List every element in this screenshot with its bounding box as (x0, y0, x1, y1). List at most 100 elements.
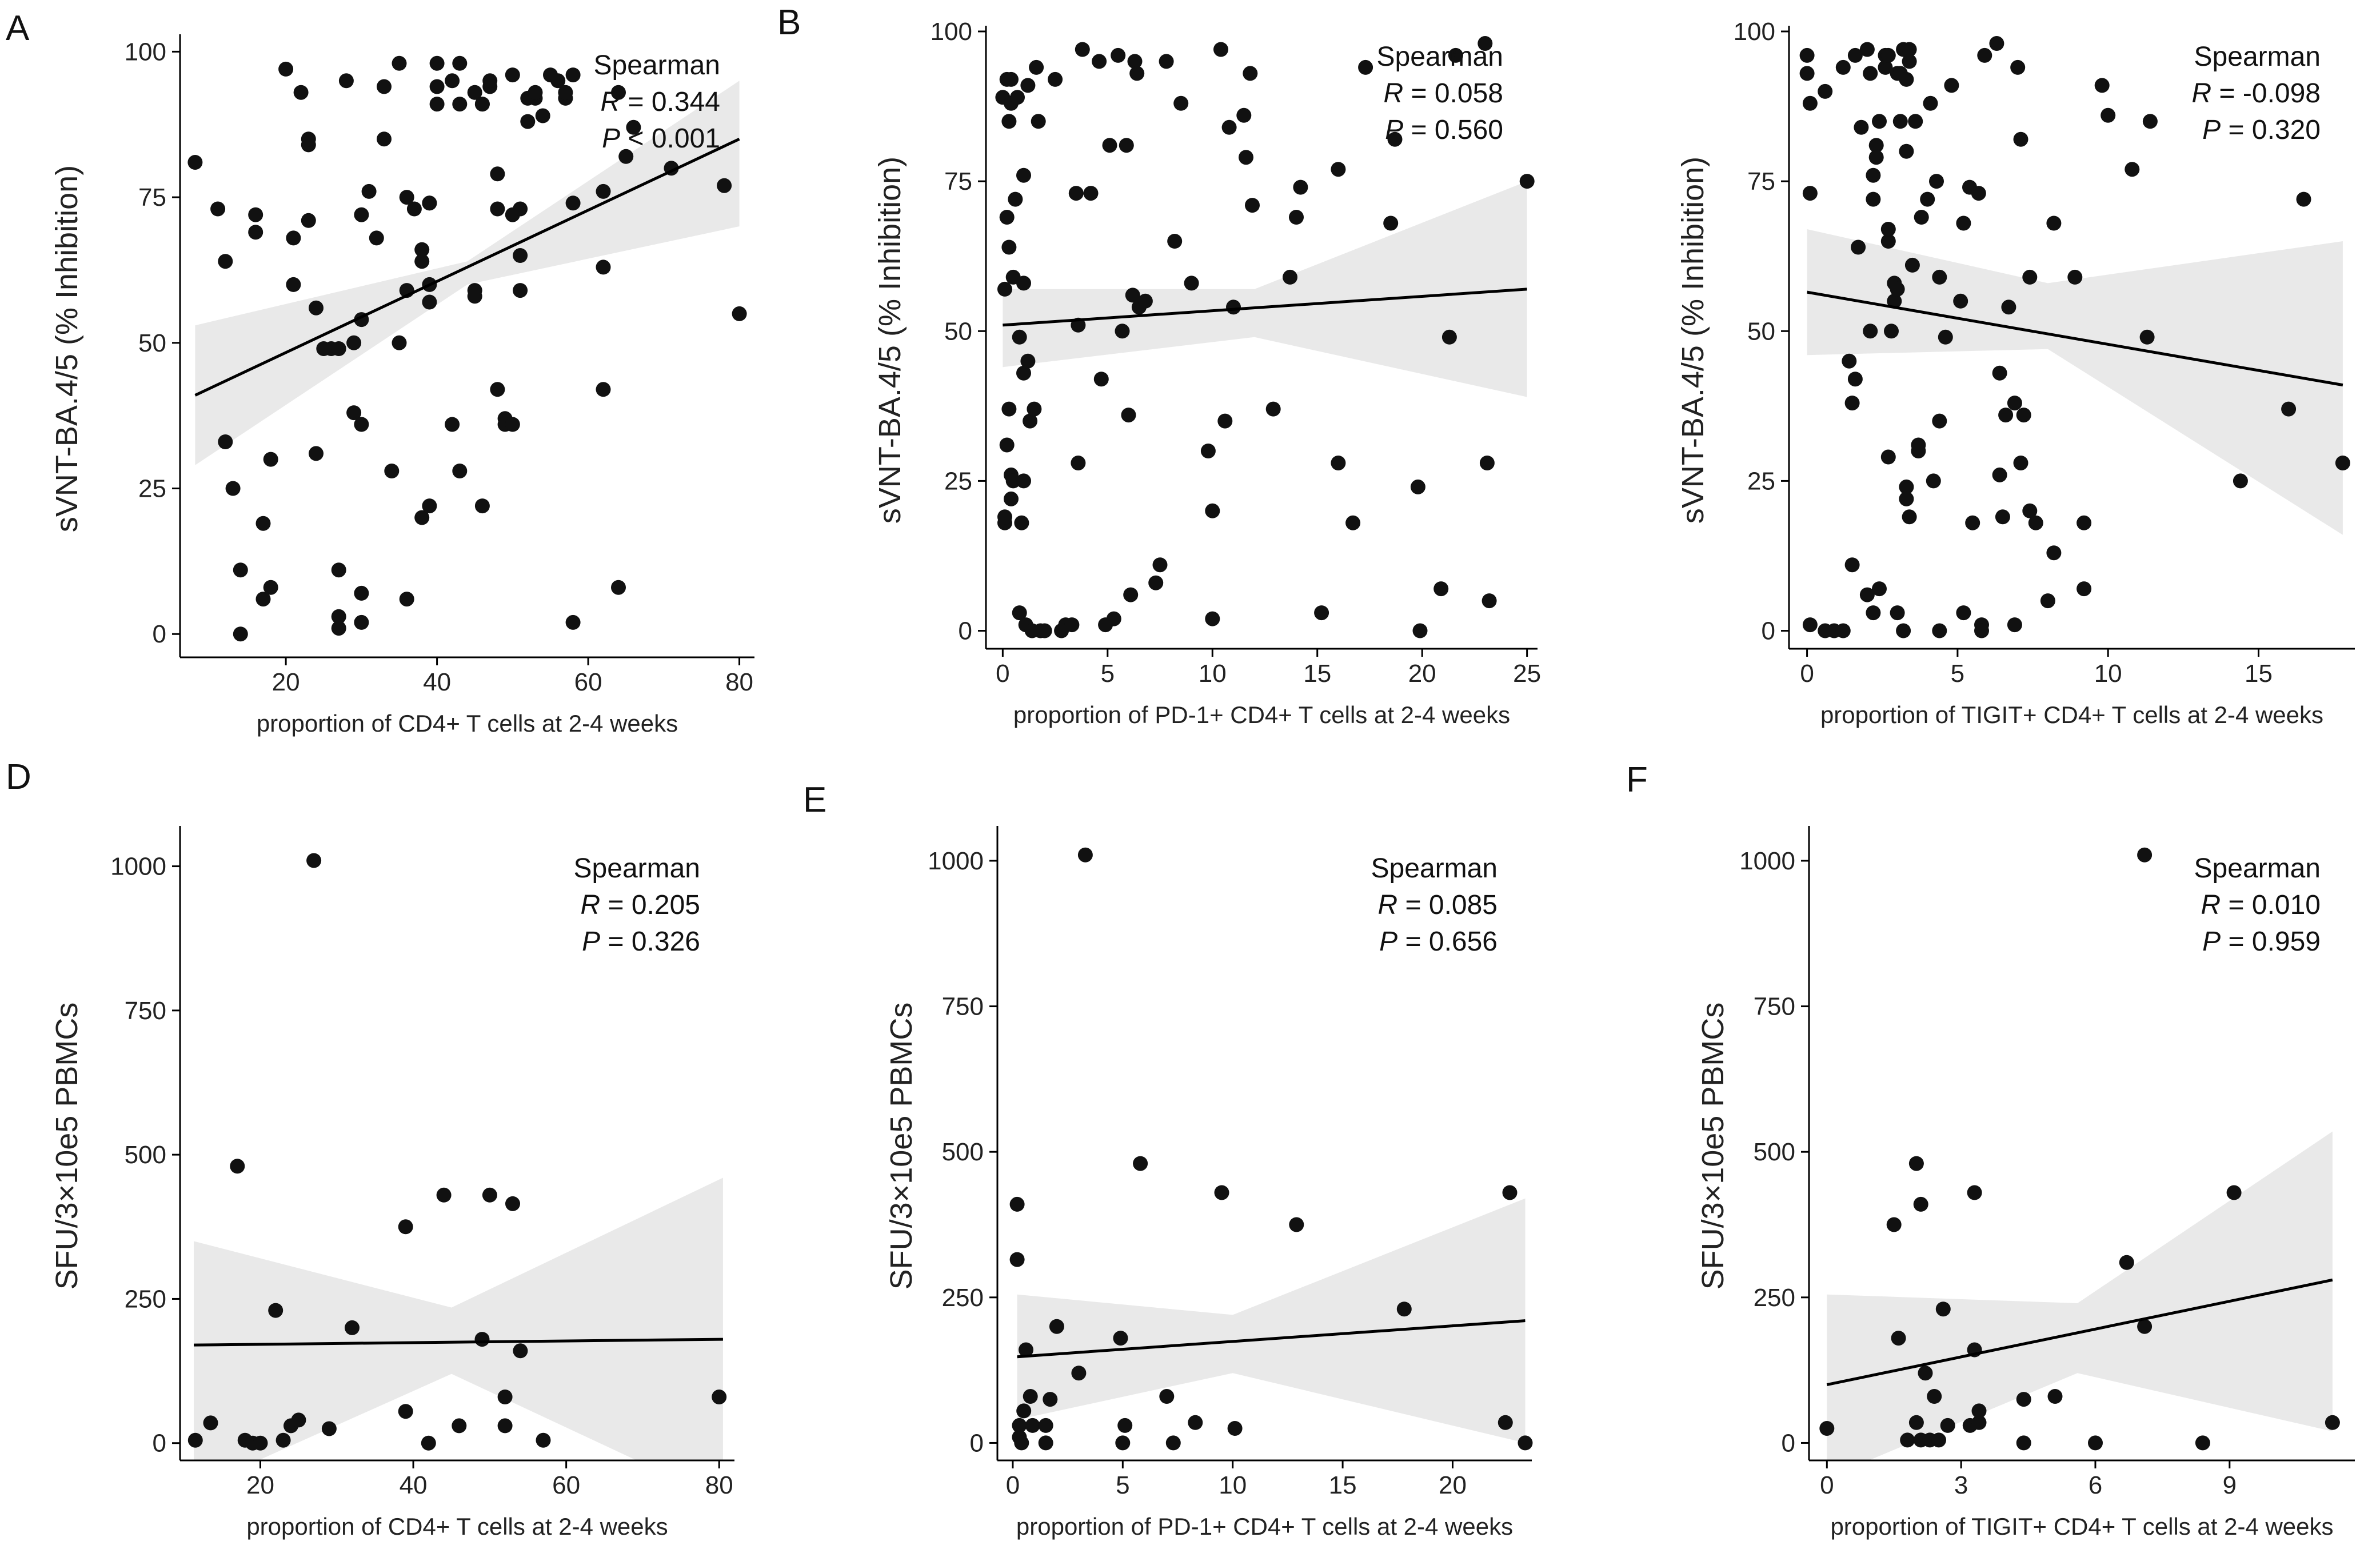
data-point (2067, 269, 2083, 285)
data-point (1868, 138, 1884, 153)
data-point (2195, 1435, 2210, 1451)
data-point (1027, 401, 1042, 417)
data-point (230, 1159, 245, 1174)
data-point (1995, 509, 2010, 525)
y-tick-label: 75 (944, 167, 972, 195)
data-point (1992, 365, 2007, 381)
data-point (414, 242, 430, 257)
data-point (1127, 54, 1143, 69)
data-point (1113, 1331, 1128, 1346)
data-point (1345, 515, 1361, 530)
confidence-band (1017, 1198, 1526, 1443)
data-point (1133, 1156, 1148, 1171)
data-point (1159, 1389, 1175, 1404)
data-point (1012, 605, 1027, 621)
data-point (1847, 372, 1863, 387)
data-point (1226, 300, 1241, 315)
data-point (253, 1435, 268, 1451)
x-tick-label: 0 (1820, 1471, 1834, 1499)
data-point (611, 85, 626, 100)
data-point (406, 201, 422, 217)
data-point (1102, 138, 1117, 153)
data-point (346, 405, 362, 421)
data-point (1152, 557, 1168, 573)
y-tick-label: 1000 (110, 853, 166, 881)
data-point (717, 178, 732, 193)
data-point (1165, 1435, 1181, 1451)
x-tick-label: 40 (423, 668, 451, 696)
data-point (1799, 47, 1815, 63)
y-tick-label: 500 (942, 1138, 984, 1166)
y-axis-title: sVNT-BA.4/5 (% Inhibition) (1676, 157, 1710, 524)
x-tick-label: 0 (1006, 1471, 1020, 1499)
y-tick-label: 100 (1734, 18, 1775, 46)
data-point (1890, 605, 1905, 621)
stats-method: Spearman (574, 853, 700, 884)
data-point (1890, 281, 1905, 297)
data-point (1077, 847, 1093, 863)
data-point (2040, 593, 2055, 609)
data-point (1519, 174, 1535, 189)
data-point (1448, 47, 1463, 63)
data-point (1859, 587, 1875, 602)
data-point (377, 131, 392, 147)
data-point (2013, 456, 2028, 470)
y-axis-title: sVNT-BA.4/5 (% Inhibition) (50, 165, 84, 532)
regression-line (1807, 290, 2343, 387)
data-point (331, 621, 346, 636)
regression-line (1003, 288, 1527, 327)
data-point (482, 73, 498, 89)
stats-r: R = 0.205 (581, 890, 701, 920)
data-point (1093, 372, 1109, 387)
data-point (1851, 239, 1866, 255)
confidence-band (194, 1177, 723, 1460)
data-point (505, 67, 520, 83)
data-point (1001, 114, 1017, 129)
data-point (1899, 491, 1914, 506)
data-point (1899, 479, 1914, 494)
data-point (2047, 1389, 2063, 1404)
data-point (467, 289, 482, 304)
data-point (255, 516, 271, 531)
data-point (1971, 1415, 1987, 1430)
data-point (2226, 1185, 2242, 1200)
data-point (346, 335, 362, 350)
data-point (2335, 456, 2350, 470)
data-point (436, 1187, 452, 1203)
data-point (414, 510, 430, 525)
data-point (2142, 114, 2158, 129)
data-point (429, 97, 445, 112)
data-point (1188, 1415, 1203, 1430)
data-point (218, 434, 233, 449)
data-point (1866, 191, 1881, 207)
data-point (474, 1332, 490, 1347)
data-point (1173, 95, 1189, 111)
data-point (268, 1303, 283, 1318)
data-point (1020, 78, 1036, 93)
data-point (505, 417, 520, 432)
data-point (1920, 191, 1935, 207)
data-point (1012, 329, 1027, 345)
data-point (286, 277, 301, 292)
x-tick-label: 3 (1954, 1471, 1968, 1499)
data-point (399, 190, 414, 205)
y-tick-label: 0 (970, 1429, 984, 1457)
data-point (1842, 353, 1857, 369)
data-point (1835, 623, 1851, 638)
data-point (398, 1219, 413, 1235)
data-point (445, 417, 460, 432)
data-point (535, 108, 550, 123)
data-point (1880, 449, 1896, 465)
chart-panel-5: 0 5 10 15 20 0 250 500 750 1000 proportion of PD-1… (803, 780, 1533, 1540)
data-point (2088, 1435, 2103, 1451)
data-point (596, 382, 611, 397)
data-point (392, 55, 407, 71)
data-point (2233, 473, 2248, 489)
data-point (1184, 276, 1199, 291)
data-point (1914, 210, 1929, 225)
data-point (1111, 47, 1126, 63)
y-tick-label: 100 (931, 18, 972, 46)
data-point (1029, 59, 1044, 75)
data-point (1844, 396, 1860, 411)
